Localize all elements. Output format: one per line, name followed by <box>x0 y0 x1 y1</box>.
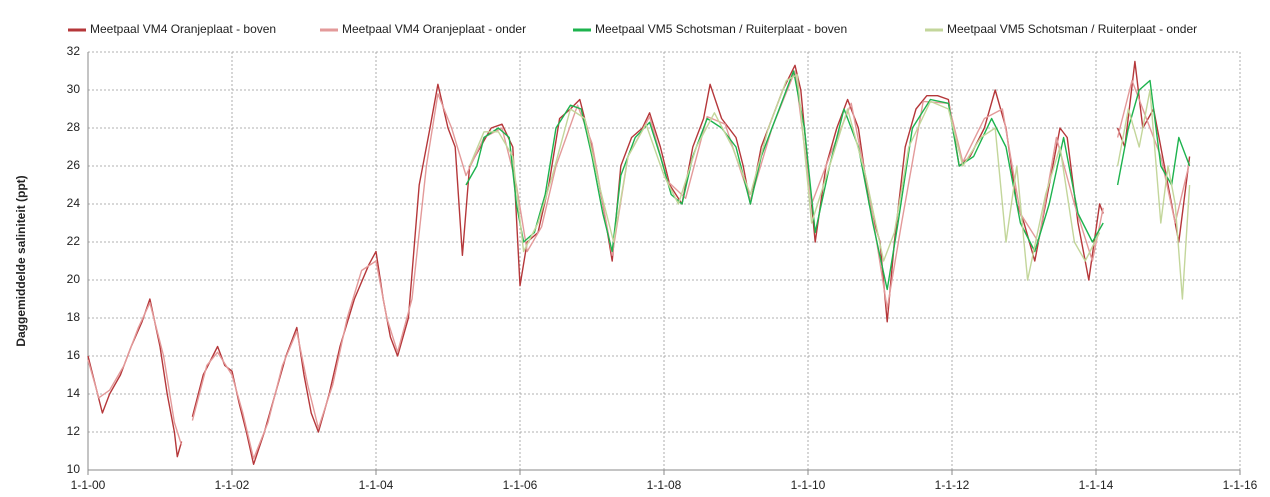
x-tick-label: 1-1-02 <box>215 478 250 492</box>
x-tick-label: 1-1-14 <box>1079 478 1114 492</box>
series-line <box>87 60 1191 465</box>
y-tick-label: 14 <box>67 386 81 400</box>
y-tick-label: 26 <box>67 158 81 172</box>
x-tick-label: 1-1-16 <box>1223 478 1258 492</box>
legend-label: Meetpaal VM5 Schotsman / Ruiterplaat - b… <box>595 22 847 36</box>
y-tick-label: 24 <box>67 196 81 210</box>
y-tick-label: 10 <box>67 462 81 476</box>
series-line <box>468 74 1191 300</box>
y-tick-label: 18 <box>67 310 81 324</box>
series-line <box>87 70 1191 460</box>
y-tick-label: 16 <box>67 348 81 362</box>
y-axis-label: Daggemiddelde saliniteit (ppt) <box>14 175 28 346</box>
y-tick-label: 28 <box>67 120 81 134</box>
x-tick-label: 1-1-06 <box>503 478 538 492</box>
x-tick-label: 1-1-12 <box>935 478 970 492</box>
x-tick-label: 1-1-08 <box>647 478 682 492</box>
y-tick-label: 20 <box>67 272 81 286</box>
y-tick-label: 12 <box>67 424 81 438</box>
series-line <box>465 70 1191 291</box>
x-tick-label: 1-1-04 <box>359 478 394 492</box>
y-tick-label: 22 <box>67 234 81 248</box>
y-tick-label: 30 <box>67 82 81 96</box>
legend-label: Meetpaal VM5 Schotsman / Ruiterplaat - o… <box>947 22 1197 36</box>
legend-label: Meetpaal VM4 Oranjeplaat - onder <box>342 22 526 36</box>
y-tick-label: 32 <box>67 44 81 58</box>
x-tick-label: 1-1-00 <box>71 478 106 492</box>
x-tick-label: 1-1-10 <box>791 478 826 492</box>
legend-label: Meetpaal VM4 Oranjeplaat - boven <box>90 22 276 36</box>
